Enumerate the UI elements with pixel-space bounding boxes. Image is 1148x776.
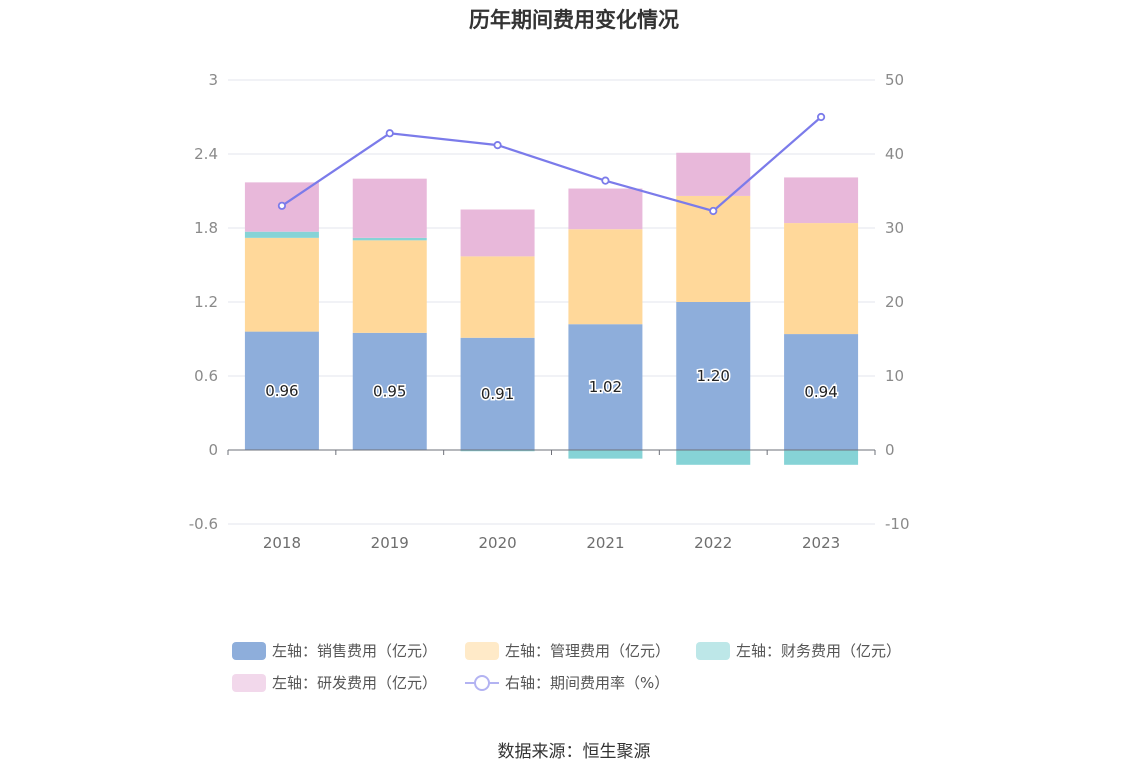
legend-label: 右轴：期间费用率（%） — [505, 674, 669, 692]
bar-segment — [460, 450, 535, 452]
data-labels: 0.96 0.95 0.91 1.02 1.20 0.94 — [264, 366, 840, 405]
data-label: 0.95 — [373, 382, 406, 400]
left-axis-tick-label: 2.4 — [194, 145, 218, 163]
legend-marker — [474, 675, 490, 691]
bar-segment — [784, 334, 859, 450]
bar-segment — [460, 337, 535, 450]
bar-segment — [244, 331, 319, 450]
bar-segment — [676, 302, 751, 450]
bar-segment — [568, 229, 643, 325]
bar-segment — [784, 177, 859, 224]
bar-segment — [568, 188, 643, 230]
legend-label: 左轴：财务费用（亿元） — [736, 642, 901, 660]
rate-point — [385, 129, 394, 138]
chart-title: 历年期间费用变化情况 — [469, 8, 679, 32]
left-axis-tick-label: 0.6 — [194, 367, 218, 385]
axes: -0.6 0 0.6 1.2 1.8 2.4 3 -10 0 10 20 30 40 50 2018 2019… — [189, 71, 910, 552]
legend-swatch — [465, 642, 499, 660]
bar-segment — [352, 332, 427, 450]
bar-segment — [352, 240, 427, 333]
bar-segment — [352, 237, 427, 241]
right-axis-tick-label: 10 — [885, 367, 904, 385]
legend-label: 左轴：销售费用（亿元） — [272, 642, 437, 660]
rate-line-series — [277, 112, 826, 216]
bar-segment — [784, 223, 859, 335]
right-axis-tick-label: 40 — [885, 145, 904, 163]
x-axis-tick-label: 2022 — [694, 534, 732, 552]
grid-lines — [228, 79, 875, 525]
bar-series — [244, 152, 859, 465]
bar-segment — [244, 231, 319, 238]
bar-segment — [676, 450, 751, 465]
source-note: 数据来源：恒生聚源 — [497, 742, 651, 762]
data-label: 0.91 — [481, 385, 514, 403]
bar-segment — [460, 209, 535, 257]
bar-segment — [784, 450, 859, 465]
legend: 左轴：销售费用（亿元） 左轴：管理费用（亿元） 左轴：财务费用（亿元） 左轴：研发费用… — [232, 642, 901, 692]
left-axis-tick-label: 1.8 — [194, 219, 218, 237]
legend-label: 左轴：管理费用（亿元） — [505, 642, 670, 660]
right-axis-tick-label: 0 — [885, 441, 895, 459]
left-axis-tick-label: 0 — [208, 441, 218, 459]
bar-segment — [352, 178, 427, 238]
bar-segment — [460, 256, 535, 338]
left-axis-tick-label: 3 — [208, 71, 218, 89]
data-label: 1.02 — [589, 378, 622, 396]
bar-segment — [568, 450, 643, 459]
legend-swatch — [232, 642, 266, 660]
rate-point — [816, 112, 826, 122]
right-axis-tick-label: -10 — [885, 515, 910, 533]
rate-point — [709, 206, 718, 216]
x-axis-tick-label: 2023 — [802, 534, 840, 552]
left-axis-tick-label: -0.6 — [189, 515, 218, 533]
data-label: 1.20 — [697, 367, 730, 385]
x-axis-tick-label: 2021 — [586, 534, 624, 552]
legend-swatch — [696, 642, 730, 660]
bar-segment — [244, 237, 319, 332]
rate-line — [281, 116, 822, 213]
right-axis-tick-label: 30 — [885, 219, 904, 237]
data-label: 0.94 — [804, 383, 837, 401]
data-label: 0.96 — [265, 382, 298, 400]
x-axis-tick-label: 2019 — [371, 534, 409, 552]
rate-point — [277, 201, 287, 210]
bar-segment — [568, 324, 643, 450]
rate-point — [493, 141, 502, 150]
x-axis-tick-label: 2018 — [263, 534, 301, 552]
right-axis-tick-label: 20 — [885, 293, 904, 311]
legend-label: 左轴：研发费用（亿元） — [272, 674, 437, 692]
left-axis-tick-label: 1.2 — [194, 293, 218, 311]
rate-point — [601, 176, 610, 185]
legend-swatch — [232, 674, 266, 692]
x-axis-tick-label: 2020 — [478, 534, 516, 552]
right-axis-tick-label: 50 — [885, 71, 904, 89]
